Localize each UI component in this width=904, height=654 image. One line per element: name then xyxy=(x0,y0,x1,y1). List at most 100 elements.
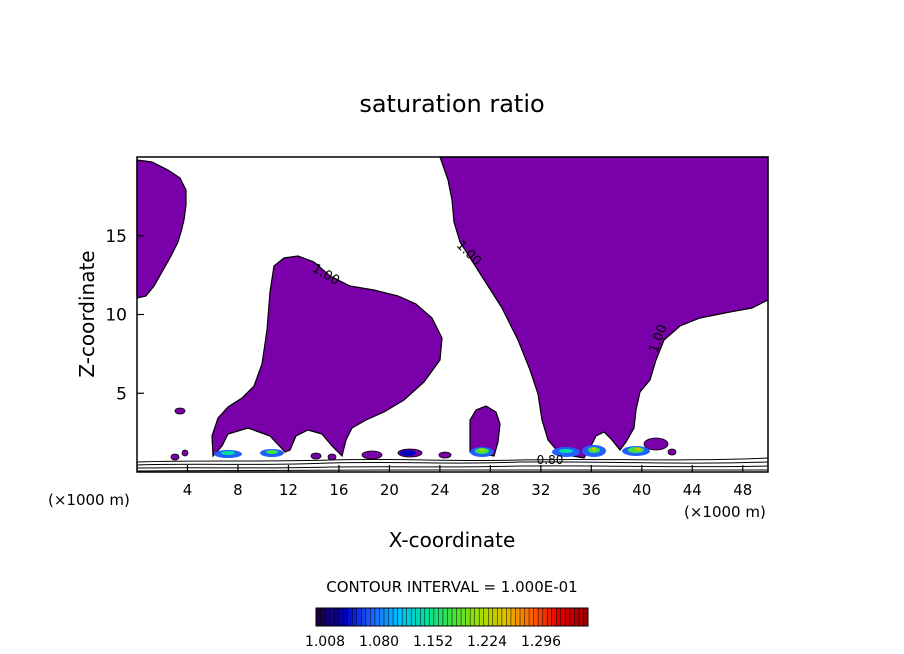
colorbar-segment xyxy=(329,608,335,626)
colorbar-segment xyxy=(393,608,399,626)
cloud-region-small xyxy=(469,405,501,457)
colorbar-segment xyxy=(438,608,444,626)
x-axis-ticks: 4 8 12 16 20 24 28 32 36 40 44 48 xyxy=(183,465,752,499)
colorbar-segment xyxy=(415,608,421,626)
cloud-region-center xyxy=(211,255,443,458)
colorbar-segment xyxy=(556,608,562,626)
colorbar-segment xyxy=(470,608,476,626)
colorbar-labels: 1.008 1.080 1.152 1.224 1.296 xyxy=(305,634,561,650)
colorbar-segment xyxy=(560,608,566,626)
x-tick-label: 48 xyxy=(733,481,752,499)
colorbar-segment xyxy=(515,608,521,626)
x-tick-label: 32 xyxy=(531,481,550,499)
supersaturation-spots xyxy=(214,445,650,458)
colorbar-segment xyxy=(497,608,503,626)
colorbar-segment xyxy=(520,608,526,626)
colorbar-segment xyxy=(510,608,516,626)
colorbar-segment xyxy=(574,608,580,626)
colorbar-tick-label: 1.152 xyxy=(413,634,453,650)
colorbar-segment xyxy=(551,608,557,626)
colorbar-segment xyxy=(452,608,458,626)
colorbar-segment xyxy=(402,608,408,626)
cloud-region-right xyxy=(439,156,769,459)
colorbar-segment xyxy=(569,608,575,626)
colorbar-segment xyxy=(388,608,394,626)
colorbar-tick-label: 1.008 xyxy=(305,634,345,650)
colorbar-segment xyxy=(424,608,430,626)
x-tick-label: 16 xyxy=(329,481,348,499)
colorbar-segment xyxy=(406,608,412,626)
colorbar-segment xyxy=(474,608,480,626)
x-axis-label: X-coordinate xyxy=(389,528,516,552)
colorbar-segment xyxy=(338,608,344,626)
contour-label: 0.80 xyxy=(537,453,564,467)
colorbar-segment xyxy=(583,608,589,626)
colorbar-segment xyxy=(524,608,530,626)
colorbar-tick-label: 1.296 xyxy=(521,634,561,650)
colorbar-segment xyxy=(420,608,426,626)
colorbar-segment xyxy=(542,608,548,626)
colorbar-segment xyxy=(325,608,331,626)
chart-title: saturation ratio xyxy=(359,90,544,118)
plot-area: 1.00 1.00 1.00 0.80 xyxy=(136,156,769,473)
surface-contours xyxy=(136,457,769,472)
colorbar-tick-label: 1.080 xyxy=(359,634,399,650)
x-tick-label: 44 xyxy=(683,481,702,499)
x-tick-label: 40 xyxy=(632,481,651,499)
y-axis-ticks: 5 10 15 xyxy=(105,227,144,404)
colorbar-segment xyxy=(397,608,403,626)
colorbar-segment xyxy=(365,608,371,626)
x-tick-label: 12 xyxy=(279,481,298,499)
colorbar-segment xyxy=(461,608,467,626)
x-tick-label: 28 xyxy=(481,481,500,499)
x-tick-label: 36 xyxy=(582,481,601,499)
colorbar-segment xyxy=(506,608,512,626)
colorbar-segment xyxy=(488,608,494,626)
y-axis-label: Z-coordinate xyxy=(75,250,99,377)
colorbar-segment xyxy=(347,608,353,626)
contour-interval-label: CONTOUR INTERVAL = 1.000E-01 xyxy=(326,578,577,596)
cloud-region-left xyxy=(136,159,187,299)
colorbar-segment xyxy=(361,608,367,626)
x-tick-label: 24 xyxy=(430,481,449,499)
colorbar-segment xyxy=(533,608,539,626)
colorbar-segment xyxy=(442,608,448,626)
colorbar-segment xyxy=(456,608,462,626)
colorbar-segment xyxy=(429,608,435,626)
colorbar-segment xyxy=(447,608,453,626)
colorbar-segment xyxy=(384,608,390,626)
colorbar-segment xyxy=(483,608,489,626)
colorbar-segment xyxy=(379,608,385,626)
colorbar-segment xyxy=(501,608,507,626)
colorbar-segment xyxy=(565,608,571,626)
colorbar-segment xyxy=(411,608,417,626)
colorbar-segment xyxy=(356,608,362,626)
colorbar-segment xyxy=(433,608,439,626)
colorbar-frame xyxy=(315,607,589,627)
x-unit-label-left: (×1000 m) xyxy=(48,491,130,509)
colorbar-segment xyxy=(578,608,584,626)
y-tick-label: 5 xyxy=(116,384,127,404)
x-tick-label: 4 xyxy=(183,481,193,499)
colorbar-segment xyxy=(465,608,471,626)
colorbar-segment xyxy=(316,608,322,626)
colorbar xyxy=(315,607,589,627)
colorbar-segment xyxy=(343,608,349,626)
colorbar-segment xyxy=(320,608,326,626)
colorbar-segment xyxy=(334,608,340,626)
colorbar-segment xyxy=(370,608,376,626)
colorbar-segment xyxy=(547,608,553,626)
x-unit-label-right: (×1000 m) xyxy=(684,503,766,521)
colorbar-segment xyxy=(374,608,380,626)
colorbar-segment xyxy=(538,608,544,626)
x-tick-label: 8 xyxy=(233,481,243,499)
colorbar-segment xyxy=(492,608,498,626)
colorbar-segment xyxy=(479,608,485,626)
colorbar-segment xyxy=(352,608,358,626)
colorbar-tick-label: 1.224 xyxy=(467,634,507,650)
y-tick-label: 10 xyxy=(105,306,127,326)
y-tick-label: 15 xyxy=(105,227,127,247)
colorbar-segment xyxy=(529,608,535,626)
x-tick-label: 20 xyxy=(380,481,399,499)
